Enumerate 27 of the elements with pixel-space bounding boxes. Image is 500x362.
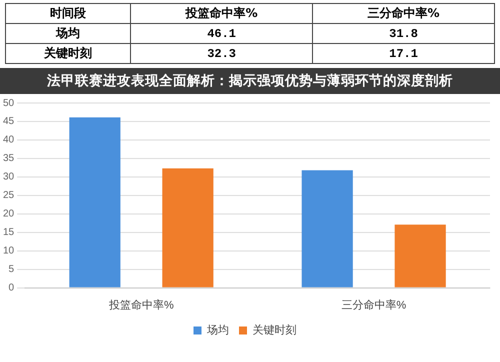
bar (69, 117, 120, 288)
y-tick-label: 40 (3, 134, 15, 146)
legend-label: 关键时刻 (252, 324, 296, 337)
legend-label: 场均 (206, 324, 229, 337)
bar (162, 168, 214, 288)
data-label: 31.8 (312, 24, 494, 44)
data-label: 17.1 (312, 44, 494, 64)
y-tick-label: 30 (3, 172, 15, 183)
y-tick-label: 50 (3, 98, 15, 109)
bar (302, 170, 353, 288)
text: 场均 (56, 26, 80, 40)
chart-title: 法甲联赛进攻表现全面解析：揭示强项优势与薄弱环节的深度剖析 (0, 68, 500, 94)
y-tick-label: 20 (3, 208, 15, 220)
y-tick-label: 0 (8, 282, 15, 294)
y-tick-label: 5 (8, 264, 15, 276)
y-tick-label: 45 (3, 116, 15, 128)
y-tick-label: 15 (3, 227, 15, 238)
text: 关键时刻 (44, 46, 92, 60)
category-label: 三分命中率% (368, 6, 440, 20)
bar (394, 224, 446, 288)
data-label: 46.1 (130, 24, 313, 44)
y-tick-label: 10 (3, 246, 15, 257)
y-tick-label: 25 (3, 190, 15, 202)
y-tick-label: 35 (3, 153, 15, 164)
text: 时间段 (6, 4, 131, 24)
category-label: 投篮命中率% (186, 6, 258, 20)
data-label: 32.3 (130, 44, 313, 64)
